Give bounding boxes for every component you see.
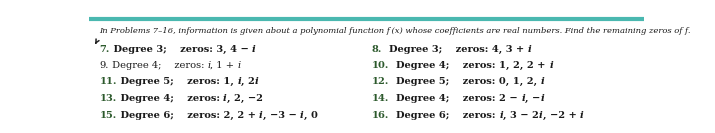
Text: Degree 5;  zeros: 1,: Degree 5; zeros: 1, <box>117 77 237 86</box>
Text: Degree 4;  zeros: 2 −: Degree 4; zeros: 2 − <box>390 94 521 103</box>
Text: i: i <box>528 45 532 54</box>
Text: , 3 − 2: , 3 − 2 <box>503 111 539 120</box>
Text: i: i <box>252 45 256 54</box>
Text: , −: , − <box>526 94 541 103</box>
Text: i: i <box>499 111 503 120</box>
Text: i: i <box>300 111 304 120</box>
Text: 8.: 8. <box>372 45 383 54</box>
Text: , −2 +: , −2 + <box>543 111 580 120</box>
Text: Degree 4;  zeros: 1, 2, 2 +: Degree 4; zeros: 1, 2, 2 + <box>390 61 549 70</box>
Text: i: i <box>237 61 241 70</box>
Text: , 2, −2: , 2, −2 <box>227 94 263 103</box>
Text: 14.: 14. <box>372 94 390 103</box>
Text: 12.: 12. <box>372 77 390 86</box>
Text: 9.: 9. <box>99 61 109 70</box>
Text: i: i <box>580 111 583 120</box>
Text: i: i <box>521 94 526 103</box>
Text: Degree 6;  zeros: 2, 2 +: Degree 6; zeros: 2, 2 + <box>117 111 259 120</box>
Text: Degree 3;  zeros: 4, 3 +: Degree 3; zeros: 4, 3 + <box>383 45 528 54</box>
Text: Degree 6;  zeros:: Degree 6; zeros: <box>390 111 499 120</box>
Text: , −3 −: , −3 − <box>262 111 300 120</box>
Text: Degree 5;  zeros: 0, 1, 2,: Degree 5; zeros: 0, 1, 2, <box>390 77 541 86</box>
Text: i: i <box>207 61 210 70</box>
Text: i: i <box>223 94 227 103</box>
Text: 13.: 13. <box>99 94 117 103</box>
Text: i: i <box>255 77 259 86</box>
Text: i: i <box>259 111 262 120</box>
Text: i: i <box>541 77 545 86</box>
Text: , 0: , 0 <box>304 111 317 120</box>
Text: 16.: 16. <box>372 111 390 120</box>
Text: 11.: 11. <box>99 77 117 86</box>
Text: 7.: 7. <box>99 45 109 54</box>
Text: 15.: 15. <box>99 111 117 120</box>
Text: Degree 4;  zeros:: Degree 4; zeros: <box>117 94 223 103</box>
Text: In Problems 7–16, information is given about a polynomial function f (x) whose c: In Problems 7–16, information is given a… <box>99 27 691 35</box>
Text: Degree 4;  zeros:: Degree 4; zeros: <box>109 61 207 70</box>
Text: i: i <box>541 94 544 103</box>
Text: Degree 3;  zeros: 3, 4 −: Degree 3; zeros: 3, 4 − <box>109 45 252 54</box>
Text: 10.: 10. <box>372 61 390 70</box>
Text: , 1 +: , 1 + <box>210 61 237 70</box>
Text: i: i <box>539 111 543 120</box>
Text: , 2: , 2 <box>241 77 255 86</box>
Text: i: i <box>237 77 241 86</box>
Text: i: i <box>549 61 553 70</box>
